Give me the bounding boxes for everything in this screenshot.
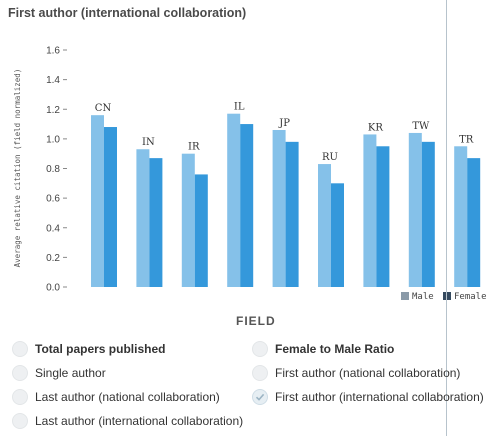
option-total-papers[interactable]: Total papers published bbox=[12, 341, 165, 357]
bar-male-kr bbox=[363, 134, 377, 287]
option-female-male-ratio[interactable]: Female to Male Ratio bbox=[252, 341, 394, 357]
category-label-kr: KR bbox=[368, 122, 383, 133]
bar-male-jp bbox=[272, 129, 286, 287]
radio-icon bbox=[12, 341, 28, 357]
y-tick-label: 1.4 bbox=[46, 75, 60, 86]
bar-female-ru bbox=[331, 183, 344, 287]
bar-male-tw bbox=[408, 132, 422, 287]
legend-label-male: Male bbox=[412, 292, 434, 302]
check-icon bbox=[252, 389, 268, 405]
option-first-author-international[interactable]: First author (international collaboratio… bbox=[252, 389, 484, 405]
option-label: Female to Male Ratio bbox=[275, 342, 395, 356]
legend-label-female: Female bbox=[454, 292, 487, 302]
y-tick-label: 0.8 bbox=[46, 164, 60, 175]
bar-male-il bbox=[227, 113, 241, 287]
legend-swatch-male bbox=[401, 292, 409, 300]
chart-title: First author (international collaboratio… bbox=[8, 6, 247, 20]
bar-male-ru bbox=[318, 164, 331, 287]
bar-male-in bbox=[136, 149, 150, 287]
option-label: First author (national collaboration) bbox=[275, 366, 461, 380]
bar-female-ir bbox=[194, 174, 208, 287]
y-axis-label: Average relative citation (field normali… bbox=[13, 69, 22, 268]
bar-female-tw bbox=[421, 141, 435, 287]
category-label-tw: TW bbox=[412, 121, 430, 132]
bar-female-tr bbox=[467, 158, 481, 287]
y-tick-label: 1.0 bbox=[46, 134, 60, 145]
option-first-author-national[interactable]: First author (national collaboration) bbox=[252, 365, 460, 381]
y-tick-label: 1.6 bbox=[46, 46, 60, 57]
option-last-author-international[interactable]: Last author (international collaboration… bbox=[12, 413, 243, 429]
y-tick-label: 0.2 bbox=[46, 253, 60, 264]
y-tick-label: 0.6 bbox=[46, 194, 60, 205]
option-label: First author (international collaboratio… bbox=[275, 390, 484, 404]
bar-chart: Average relative citation (field normali… bbox=[13, 46, 487, 303]
hover-guide-line bbox=[446, 0, 447, 436]
radio-icon bbox=[252, 341, 268, 357]
bar-female-kr bbox=[376, 146, 390, 287]
bar-male-ir bbox=[181, 153, 195, 287]
option-single-author[interactable]: Single author bbox=[12, 365, 106, 381]
x-axis-label: FIELD bbox=[236, 314, 276, 328]
bar-male-tr bbox=[454, 146, 468, 287]
bar-female-jp bbox=[285, 141, 299, 287]
radio-icon bbox=[12, 365, 28, 381]
legend-swatch-female bbox=[443, 292, 451, 300]
radio-icon bbox=[12, 413, 28, 429]
category-label-ir: IR bbox=[188, 142, 200, 153]
option-last-author-national[interactable]: Last author (national collaboration) bbox=[12, 389, 220, 405]
radio-icon bbox=[252, 365, 268, 381]
bar-male-cn bbox=[91, 115, 104, 287]
category-label-jp: JP bbox=[278, 118, 290, 129]
category-label-ru: RU bbox=[322, 152, 338, 163]
category-label-cn: CN bbox=[95, 103, 112, 114]
y-tick-label: 0.0 bbox=[46, 283, 60, 294]
bar-female-il bbox=[240, 124, 254, 287]
option-label: Last author (national collaboration) bbox=[35, 390, 220, 404]
category-label-il: IL bbox=[234, 102, 245, 113]
radio-icon bbox=[12, 389, 28, 405]
y-tick-label: 0.4 bbox=[46, 223, 60, 234]
option-label: Single author bbox=[35, 366, 106, 380]
option-label: Last author (international collaboration… bbox=[35, 414, 244, 428]
option-label: Total papers published bbox=[35, 342, 166, 356]
category-label-in: IN bbox=[142, 137, 155, 148]
y-tick-label: 1.2 bbox=[46, 105, 60, 116]
bar-female-cn bbox=[104, 127, 117, 288]
category-label-tr: TR bbox=[459, 134, 474, 145]
bar-female-in bbox=[149, 158, 163, 287]
